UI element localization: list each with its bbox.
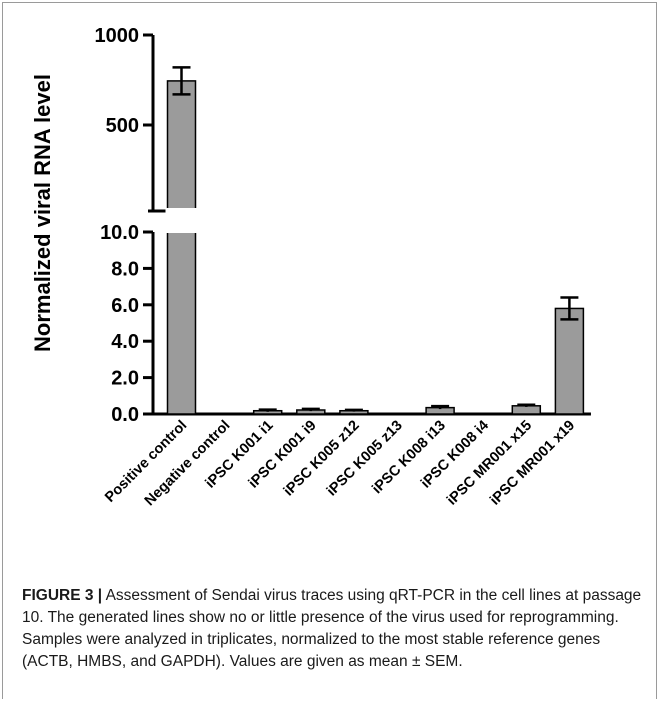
y-tick-label: 6.0 (111, 295, 139, 317)
bar (166, 231, 197, 415)
bar (554, 307, 585, 415)
bar (511, 405, 542, 415)
y-tick-label: 2.0 (111, 368, 139, 390)
bar (166, 80, 197, 212)
axes: 0.0 2.0 4.0 6.0 8.0 10.0 500 1000 (95, 25, 591, 426)
y-tick-label: 1000 (95, 25, 140, 47)
y-axis-label: Normalized viral RNA level (30, 74, 55, 352)
x-tick-label: iPSC K005 z12 (281, 418, 363, 500)
y-tick-label: 10.0 (100, 222, 139, 244)
bar-break-gap (165, 208, 198, 233)
caption-label: FIGURE 3 | (22, 587, 103, 604)
x-tick-label: iPSC K005 z13 (324, 418, 406, 500)
caption-text: Assessment of Sendai virus traces using … (22, 587, 642, 670)
bars (165, 66, 585, 415)
y-tick-label: 8.0 (111, 258, 139, 280)
y-tick-label: 500 (106, 115, 139, 137)
bar-chart: Normalized viral RNA level 0.0 2.0 4.0 6.0 8… (30, 25, 591, 510)
y-tick-label: 4.0 (111, 331, 139, 353)
figure-caption: FIGURE 3 | Assessment of Sendai virus tr… (22, 585, 642, 673)
y-tick-label: 0.0 (111, 404, 139, 426)
